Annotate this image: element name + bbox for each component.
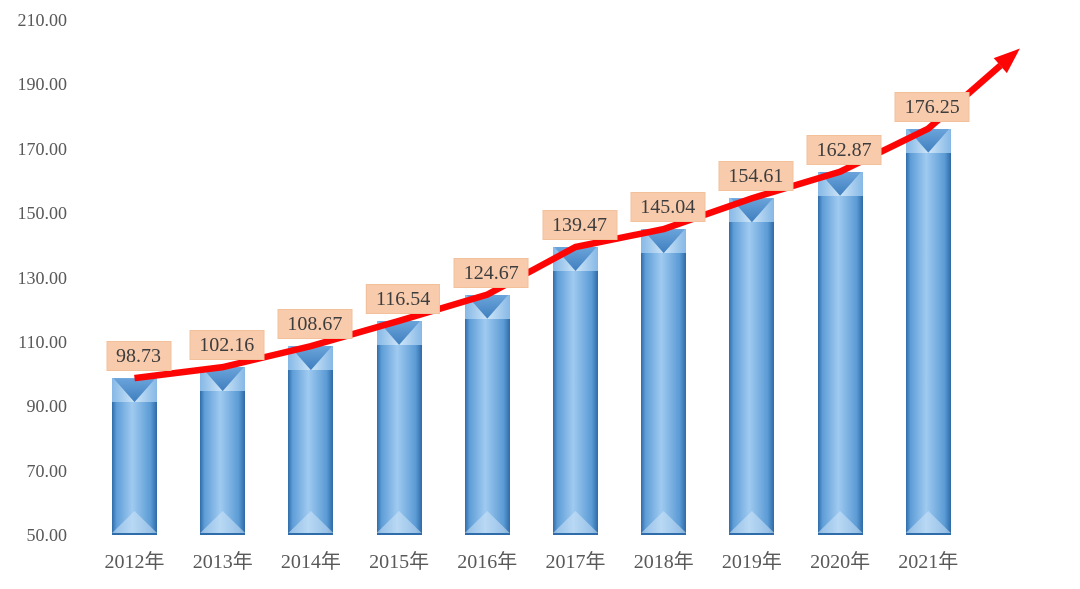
data-label: 116.54 [365,283,441,314]
y-axis-tick-label: 170.00 [17,138,68,159]
data-label: 98.73 [106,341,171,372]
data-label: 102.16 [189,330,265,361]
bar-column [817,171,863,535]
x-axis-tick-label: 2013年 [192,551,253,573]
y-axis-tick-label: 70.00 [26,460,68,481]
bar-column [112,378,157,535]
y-axis-tick-label: 50.00 [26,525,68,545]
x-axis-tick-label: 2014年 [280,551,341,573]
bar-column [641,229,687,535]
bar-column [729,198,775,535]
x-axis-tick-label: 2018年 [633,551,694,573]
x-axis-tick-label: 2015年 [369,551,430,573]
bar-column [200,367,246,535]
data-label: 154.61 [718,161,794,192]
data-label: 145.04 [630,192,706,223]
y-axis-tick-label: 110.00 [18,331,67,352]
bar-column [464,294,510,535]
y-axis-tick-label: 90.00 [26,396,68,417]
data-label: 162.87 [806,134,882,165]
data-label: 124.67 [453,257,529,288]
y-axis-tick-label: 190.00 [17,74,68,95]
y-axis-tick-label: 210.00 [17,10,68,30]
y-axis-tick-label: 130.00 [17,267,68,288]
bar-column [376,320,422,535]
x-axis-tick-label: 2016年 [457,551,518,573]
x-axis-tick-label: 2012年 [104,551,165,573]
x-axis-tick-label: 2020年 [810,551,871,573]
data-label: 108.67 [277,309,353,340]
x-axis-tick-label: 2021年 [898,551,959,573]
y-axis-tick-label: 150.00 [17,203,68,224]
data-label: 139.47 [542,210,617,241]
bar-column [553,247,598,535]
data-label: 176.25 [894,91,970,122]
x-axis-tick-label: 2017年 [545,551,606,573]
x-axis-tick-label: 2019年 [721,551,782,573]
